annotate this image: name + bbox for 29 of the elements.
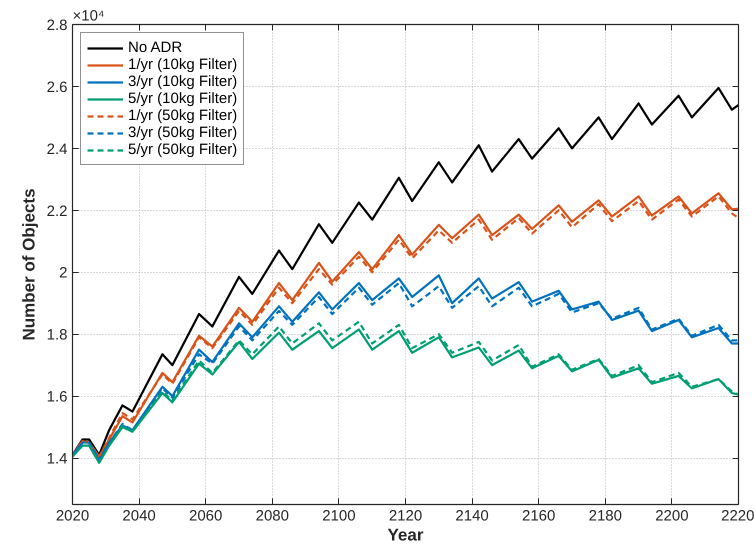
legend-label: 1/yr (50kg Filter)	[128, 107, 238, 124]
x-tick-label: 2140	[455, 508, 489, 524]
y-tick-label: 1.6	[46, 388, 68, 406]
annotation: ×10⁴	[72, 8, 104, 24]
y-axis-title: Number of Objects	[20, 188, 39, 341]
y-tick-label: 2.6	[46, 78, 68, 96]
y-tick-label: 1.4	[46, 450, 68, 468]
x-tick-label: 2080	[256, 508, 289, 524]
x-tick-label: 2040	[122, 508, 156, 524]
y-tick-label: 2.2	[46, 202, 68, 220]
legend-label: 1/yr (10kg Filter)	[128, 56, 238, 73]
x-tick-label: 2220	[721, 508, 754, 524]
x-tick-label: 2180	[588, 508, 622, 524]
legend-label: 5/yr (50kg Filter)	[128, 141, 238, 158]
y-tick-label: 2.4	[46, 140, 68, 158]
x-tick-label: 2100	[322, 508, 356, 524]
y-tick-label: 1.8	[46, 326, 68, 344]
x-tick-label: 2120	[388, 508, 422, 524]
y-tick-label: 2.8	[46, 17, 68, 34]
y-tick-label: 2	[59, 264, 68, 282]
x-tick-label: 2200	[655, 508, 689, 524]
x-tick-label: 2020	[56, 508, 90, 524]
x-axis-title: Year	[388, 526, 424, 544]
legend-label: 3/yr (50kg Filter)	[128, 124, 238, 141]
legend-label: 3/yr (10kg Filter)	[128, 73, 238, 90]
x-tick-label: 2060	[189, 508, 222, 524]
x-tick-label: 2160	[522, 508, 556, 524]
legend-label: 5/yr (10kg Filter)	[128, 90, 238, 107]
legend-label: No ADR	[128, 39, 182, 56]
